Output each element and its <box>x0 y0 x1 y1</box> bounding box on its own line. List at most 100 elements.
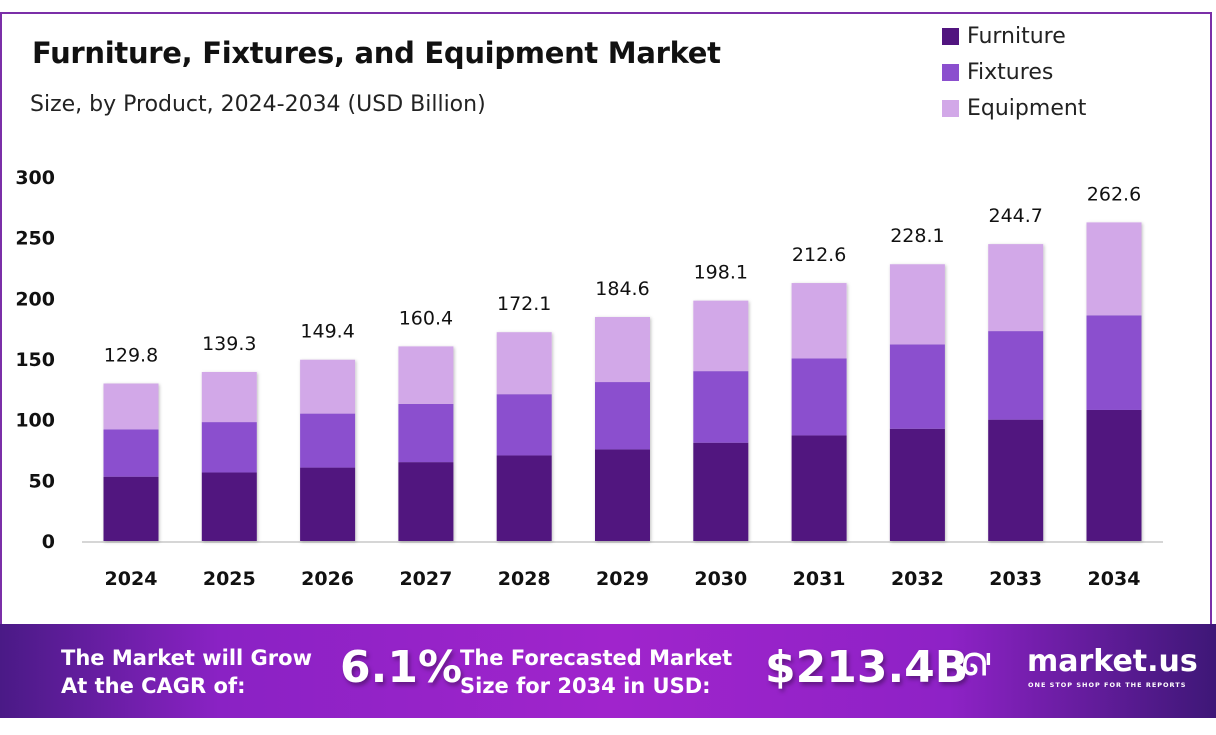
y-tick-label: 300 <box>15 167 55 189</box>
legend-swatch-equipment <box>942 99 959 117</box>
y-tick-label: 50 <box>29 470 55 492</box>
forecast-label: The Forecasted Market Size for 2034 in U… <box>460 644 732 700</box>
brand-name: market.us <box>1027 644 1198 679</box>
bar-group-2026 <box>300 359 356 541</box>
bar-segment-fixtures <box>988 331 1044 420</box>
y-axis: 0 50 100 150 200 250 300 <box>15 167 55 553</box>
bar-segment-fixtures <box>300 413 356 468</box>
bar-segment-fixtures <box>398 403 454 463</box>
legend-item-furniture: Furniture <box>942 18 1086 54</box>
y-tick-label: 200 <box>15 288 55 310</box>
x-tick-label: 2026 <box>301 568 354 590</box>
legend: Furniture Fixtures Equipment <box>942 18 1086 126</box>
x-tick-label: 2027 <box>399 568 452 590</box>
bar-segment-furniture <box>300 467 356 541</box>
forecast-value: $213.4B <box>765 642 969 693</box>
bar-total-label: 244.7 <box>988 205 1042 227</box>
cagr-label: The Market will Grow At the CAGR of: <box>61 644 312 700</box>
bar-group-2030 <box>693 300 749 541</box>
brand-logo-icon: ᘏᑊ <box>962 648 992 683</box>
bar-segment-fixtures <box>693 371 749 443</box>
legend-item-equipment: Equipment <box>942 90 1086 126</box>
bar-segment-equipment <box>595 317 650 383</box>
bar-total-label: 129.8 <box>104 345 158 367</box>
bar-segment-furniture <box>496 455 552 541</box>
bar-segment-furniture <box>398 462 454 541</box>
summary-banner: The Market will Grow At the CAGR of: 6.1… <box>0 624 1216 718</box>
chart-title: Furniture, Fixtures, and Equipment Marke… <box>32 36 721 70</box>
bar-segment-equipment <box>398 346 454 404</box>
bar-segment-fixtures <box>1086 315 1142 410</box>
bar-total-label: 212.6 <box>792 244 846 266</box>
x-tick-label: 2030 <box>694 568 747 590</box>
bar-total-label: 228.1 <box>890 225 944 247</box>
bar-segment-furniture <box>791 435 847 541</box>
cagr-value: 6.1% <box>340 642 463 693</box>
y-tick-label: 150 <box>15 349 55 371</box>
x-tick-label: 2032 <box>891 568 944 590</box>
bar-segment-furniture <box>988 419 1044 541</box>
bar-group-2027 <box>398 346 454 541</box>
brand-tagline: ONE STOP SHOP FOR THE REPORTS <box>1028 681 1187 689</box>
bar-segment-fixtures <box>103 429 159 477</box>
bars: 129.8 139.3 149.4 160.4 172.1 184.6 198.1 212.6… <box>103 183 1142 541</box>
bar-group-2033 <box>988 244 1044 541</box>
forecast-label-line2: Size for 2034 in USD: <box>460 674 711 698</box>
bar-total-label: 139.3 <box>202 333 256 355</box>
bar-segment-furniture <box>889 428 945 541</box>
x-tick-label: 2029 <box>596 568 649 590</box>
bar-segment-equipment <box>496 332 552 395</box>
bar-group-2029 <box>595 317 650 541</box>
bar-segment-fixtures <box>595 382 650 450</box>
bar-segment-equipment <box>988 244 1044 332</box>
bar-group-2032 <box>889 264 945 541</box>
legend-label: Furniture <box>967 23 1066 49</box>
bar-segment-equipment <box>693 300 749 372</box>
chart-subtitle: Size, by Product, 2024-2034 (USD Billion… <box>30 92 486 117</box>
bar-segment-equipment <box>201 371 257 423</box>
bar-segment-equipment <box>1086 222 1142 316</box>
x-tick-label: 2033 <box>989 568 1042 590</box>
bar-group-2028 <box>496 332 552 541</box>
cagr-label-line2: At the CAGR of: <box>61 674 246 698</box>
bar-segment-fixtures <box>496 394 552 456</box>
x-tick-label: 2031 <box>793 568 846 590</box>
bar-group-2031 <box>791 283 847 541</box>
legend-swatch-fixtures <box>942 63 959 81</box>
bar-total-label: 262.6 <box>1087 183 1141 205</box>
legend-label: Fixtures <box>967 59 1054 85</box>
bar-segment-furniture <box>1086 409 1142 541</box>
y-tick-label: 0 <box>42 531 55 553</box>
bar-segment-fixtures <box>201 422 257 473</box>
bar-segment-furniture <box>693 442 749 541</box>
bar-segment-equipment <box>791 283 847 359</box>
bar-total-label: 160.4 <box>399 307 453 329</box>
bar-total-label: 184.6 <box>595 278 649 300</box>
bar-segment-fixtures <box>791 358 847 436</box>
legend-label: Equipment <box>967 95 1087 121</box>
bar-group-2025 <box>201 371 257 541</box>
bar-segment-fixtures <box>889 344 945 429</box>
x-tick-label: 2028 <box>498 568 551 590</box>
x-tick-label: 2025 <box>203 568 256 590</box>
bar-segment-equipment <box>889 264 945 345</box>
bar-total-label: 198.1 <box>694 262 748 284</box>
bar-segment-furniture <box>103 476 159 541</box>
legend-swatch-furniture <box>942 27 959 45</box>
y-tick-label: 100 <box>15 410 55 432</box>
bar-total-label: 172.1 <box>497 293 551 315</box>
bar-segment-furniture <box>201 472 257 541</box>
bar-group-2024 <box>103 383 159 541</box>
forecast-label-line1: The Forecasted Market <box>460 646 733 670</box>
x-axis: 2024 2025 2026 2027 2028 2029 2030 2031 2032 2033… <box>105 568 1141 590</box>
legend-item-fixtures: Fixtures <box>942 54 1086 90</box>
cagr-label-line1: The Market will Grow <box>61 646 312 670</box>
x-tick-label: 2034 <box>1088 568 1141 590</box>
bar-group-2034 <box>1086 222 1142 541</box>
bar-segment-equipment <box>300 359 356 414</box>
y-tick-label: 250 <box>15 228 55 250</box>
bar-segment-equipment <box>103 383 159 430</box>
x-tick-label: 2024 <box>105 568 158 590</box>
bar-segment-furniture <box>595 449 650 541</box>
